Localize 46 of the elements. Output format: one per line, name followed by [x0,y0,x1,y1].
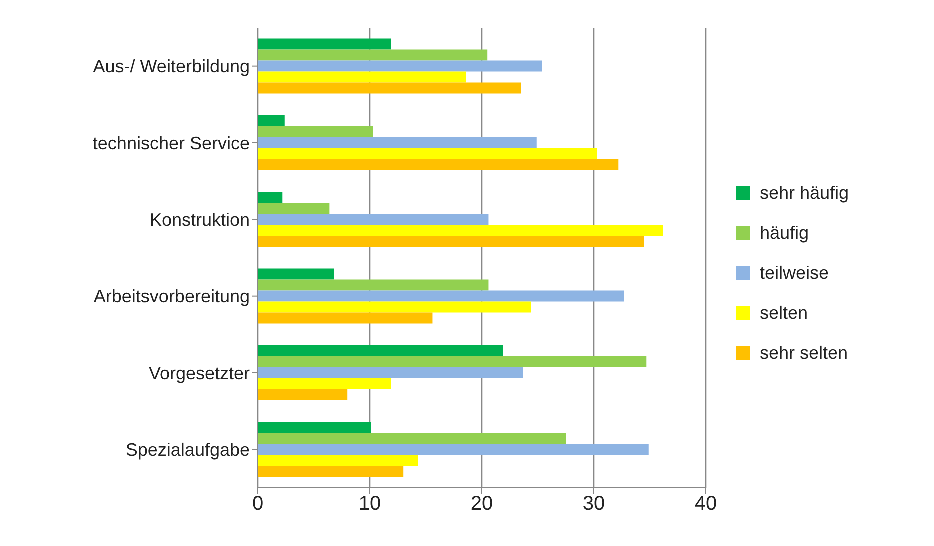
bar [258,214,489,226]
bar [258,433,566,444]
bar [258,455,418,466]
bar [258,378,392,390]
y-tick-label: Vorgesetzter [148,363,250,384]
bar [258,82,522,94]
bar [258,159,619,170]
y-tick-label: Aus-/ Weiterbildung [93,56,250,77]
bar [258,345,504,356]
bar [258,225,664,236]
bar [258,466,404,478]
x-tick-label: 10 [358,493,382,516]
bar [258,290,624,302]
bar [258,312,433,324]
legend-label: sehr selten [760,342,848,365]
y-tick-label: technischer Service [92,133,250,154]
bar [258,367,524,378]
bar [258,137,537,148]
x-tick-label: 30 [582,493,606,516]
bar [258,38,392,50]
bar [258,72,466,83]
x-tick-label: 0 [252,493,264,516]
bar [258,203,330,214]
bar [258,115,285,126]
bar [258,356,647,368]
legend-label: selten [760,302,808,325]
bar [258,148,598,160]
y-tick-label: Konstruktion [150,210,250,230]
bar [258,302,532,313]
y-tick-label: Arbeitsvorbereitung [94,286,250,307]
legend-label: sehr häufig [760,182,850,205]
x-tick-label: 20 [470,493,494,516]
bar [258,280,489,291]
legend-label: häufig [760,222,810,245]
bar [258,192,283,204]
bar [258,50,488,61]
bar [258,236,644,248]
bar [258,60,542,72]
legend-label: teilweise [760,262,830,285]
bar [258,126,374,138]
x-tick-label: 40 [694,493,718,516]
bar [258,268,334,280]
bar [258,422,372,434]
bar [258,444,649,456]
bar [258,389,348,400]
y-tick-label: Spezialaufgabe [126,440,250,460]
